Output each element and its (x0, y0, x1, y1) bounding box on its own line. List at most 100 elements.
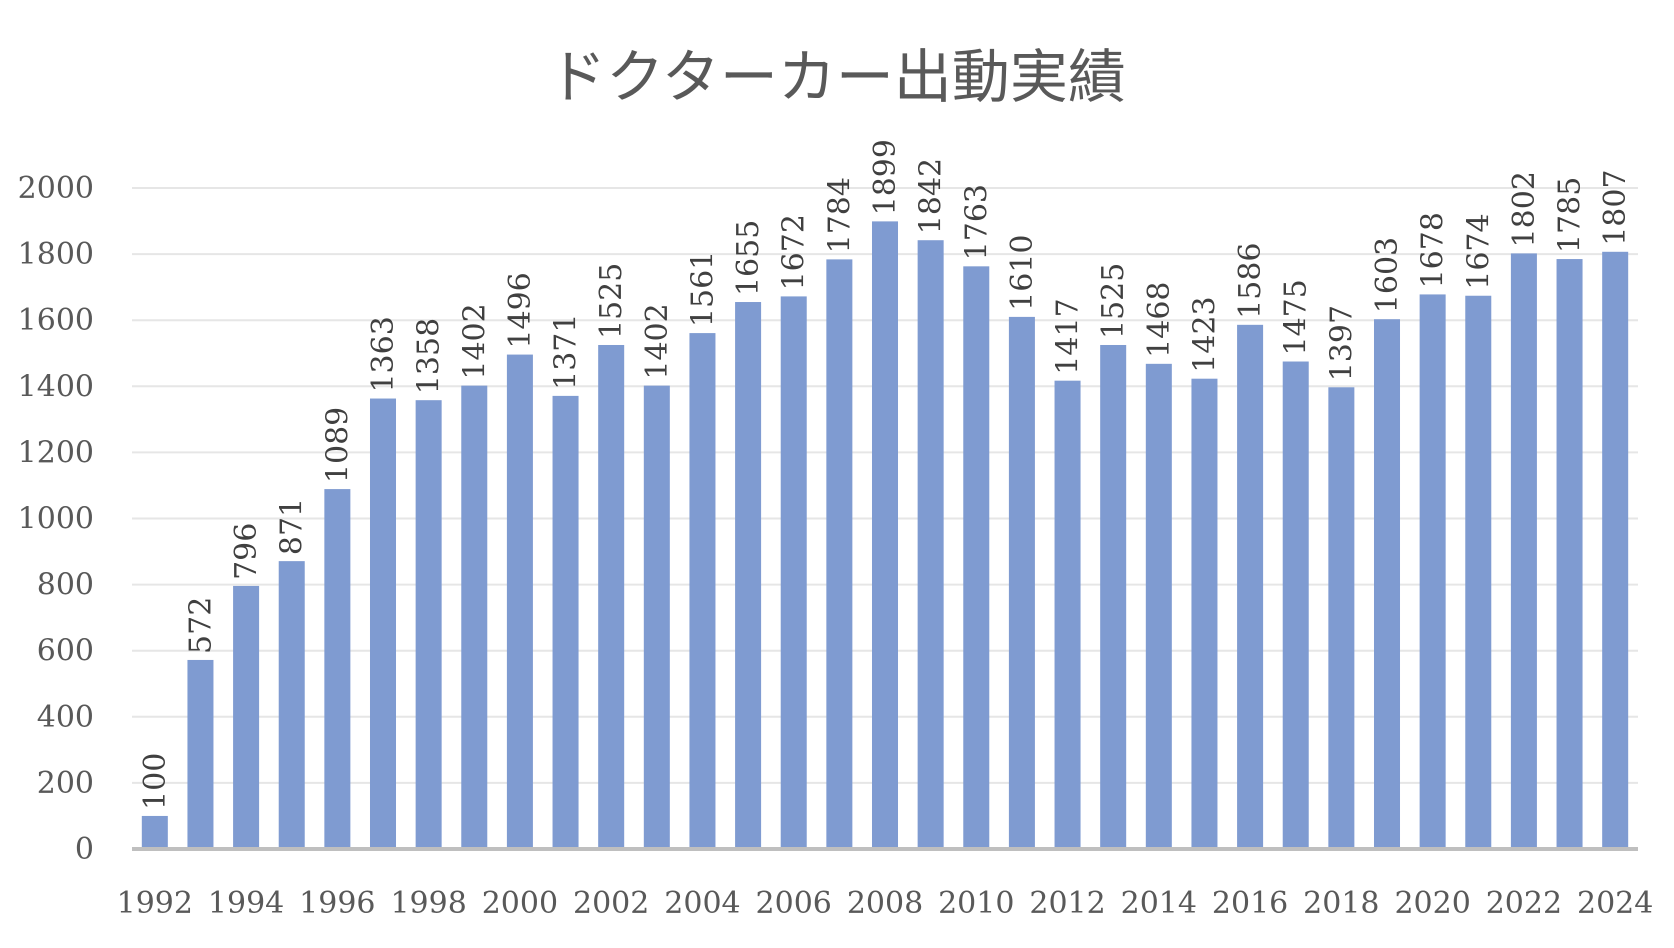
x-tick-label: 2016 (1212, 886, 1288, 921)
data-label-1994: 796 (229, 523, 264, 580)
data-label-2001: 1371 (549, 314, 584, 390)
bar-1998 (415, 400, 442, 849)
data-label-1992: 100 (138, 753, 173, 810)
y-tick-label: 1000 (18, 502, 94, 537)
y-tick-label: 0 (75, 832, 94, 867)
x-tick-label: 2008 (847, 886, 923, 921)
bar-2007 (826, 259, 853, 849)
x-tick-label: 2018 (1303, 886, 1379, 921)
x-tick-label: 2012 (1029, 886, 1105, 921)
y-tick-label: 2000 (18, 171, 94, 206)
bar-1996 (324, 489, 351, 849)
data-label-2021: 1674 (1461, 213, 1496, 289)
x-axis: 1992 1994 1996 1998 2000 2002 2004 2006 2008 2010… (117, 847, 1653, 921)
y-tick-label: 1800 (18, 237, 94, 272)
bar-2018 (1328, 387, 1355, 849)
x-tick-label: 2000 (482, 886, 558, 921)
x-tick-label: 1994 (208, 886, 284, 921)
data-label-2020: 1678 (1416, 212, 1451, 288)
bar-2012 (1054, 380, 1081, 849)
bar-2023 (1556, 259, 1583, 849)
data-label-1998: 1358 (412, 318, 447, 394)
data-label-2018: 1397 (1324, 305, 1359, 381)
bar-1994 (233, 585, 260, 849)
data-label-2010: 1763 (959, 184, 994, 260)
data-label-2023: 1785 (1553, 177, 1588, 253)
bar-1993 (187, 659, 214, 849)
bar-2010 (963, 266, 990, 849)
data-label-2004: 1561 (685, 251, 720, 327)
bar-2017 (1282, 361, 1309, 849)
data-label-2003: 1402 (640, 303, 675, 379)
data-label-2015: 1423 (1187, 296, 1222, 372)
data-label-2006: 1672 (777, 214, 812, 290)
data-label-1993: 572 (183, 597, 218, 654)
x-tick-label: 2020 (1394, 886, 1470, 921)
bar-2004 (689, 333, 716, 850)
x-tick-label: 2014 (1121, 886, 1197, 921)
bar-2016 (1237, 324, 1264, 849)
data-label-2017: 1475 (1279, 279, 1314, 355)
bar-2024 (1602, 251, 1629, 849)
data-label-2024: 1807 (1598, 169, 1633, 245)
bar-2002 (598, 344, 625, 849)
data-label-1995: 871 (275, 498, 310, 555)
x-tick-label: 2024 (1577, 886, 1653, 921)
bar-1997 (369, 398, 397, 849)
data-label-1997: 1363 (366, 316, 401, 392)
y-tick-label: 800 (37, 568, 94, 603)
bars (141, 221, 1629, 850)
bar-2011 (1008, 316, 1035, 849)
data-label-2005: 1655 (731, 220, 766, 296)
y-tick-label: 1400 (18, 369, 94, 404)
x-tick-label: 2002 (573, 886, 649, 921)
bar-1992 (141, 815, 168, 849)
bar-2020 (1419, 294, 1446, 849)
bar-2005 (735, 302, 762, 850)
data-label-2014: 1468 (1142, 281, 1177, 357)
bar-2014 (1145, 363, 1172, 849)
bar-2013 (1100, 344, 1127, 849)
y-tick-label: 200 (37, 766, 94, 801)
bar-2015 (1191, 378, 1218, 849)
y-axis: 0 200 400 600 800 1000 1200 1400 1600 1800 2000 (18, 171, 94, 867)
x-tick-label: 2022 (1486, 886, 1562, 921)
bar-2001 (552, 395, 579, 849)
data-label-1999: 1402 (457, 303, 492, 379)
data-label-2012: 1417 (1051, 298, 1086, 374)
y-tick-label: 1200 (18, 435, 94, 470)
bar-2021 (1465, 295, 1492, 849)
bar-1999 (461, 385, 488, 849)
bar-2022 (1510, 253, 1537, 850)
data-label-2013: 1525 (1096, 263, 1131, 339)
data-label-2019: 1603 (1370, 237, 1405, 313)
x-tick-label: 1996 (299, 886, 375, 921)
x-tick-label: 1992 (117, 886, 193, 921)
x-tick-label: 2006 (756, 886, 832, 921)
data-label-1996: 1089 (320, 407, 355, 483)
x-tick-label: 1998 (390, 886, 466, 921)
data-labels: 100 572 796 871 1089 1363 1358 1402 1496 1371 1525… (138, 139, 1633, 810)
x-tick-label: 2004 (664, 886, 740, 921)
data-label-2022: 1802 (1507, 171, 1542, 247)
data-label-2016: 1586 (1233, 242, 1268, 318)
bar-2000 (506, 354, 533, 849)
data-label-2011: 1610 (1005, 235, 1040, 311)
data-label-2002: 1525 (594, 263, 629, 339)
y-tick-label: 600 (37, 634, 94, 669)
bar-2006 (780, 296, 807, 849)
data-label-2009: 1842 (914, 158, 949, 234)
bar-1995 (278, 561, 305, 849)
data-label-2008: 1899 (868, 139, 903, 215)
bar-2003 (643, 385, 670, 849)
y-tick-label: 1600 (18, 303, 94, 338)
bar-2008 (871, 221, 899, 849)
y-tick-label: 400 (37, 700, 94, 735)
data-label-2007: 1784 (822, 177, 857, 253)
x-tick-label: 2010 (938, 886, 1014, 921)
bar-2019 (1373, 319, 1401, 849)
chart-title: ドクターカー出動実績 (548, 43, 1126, 111)
data-label-2000: 1496 (503, 272, 538, 348)
bar-2009 (917, 240, 944, 849)
